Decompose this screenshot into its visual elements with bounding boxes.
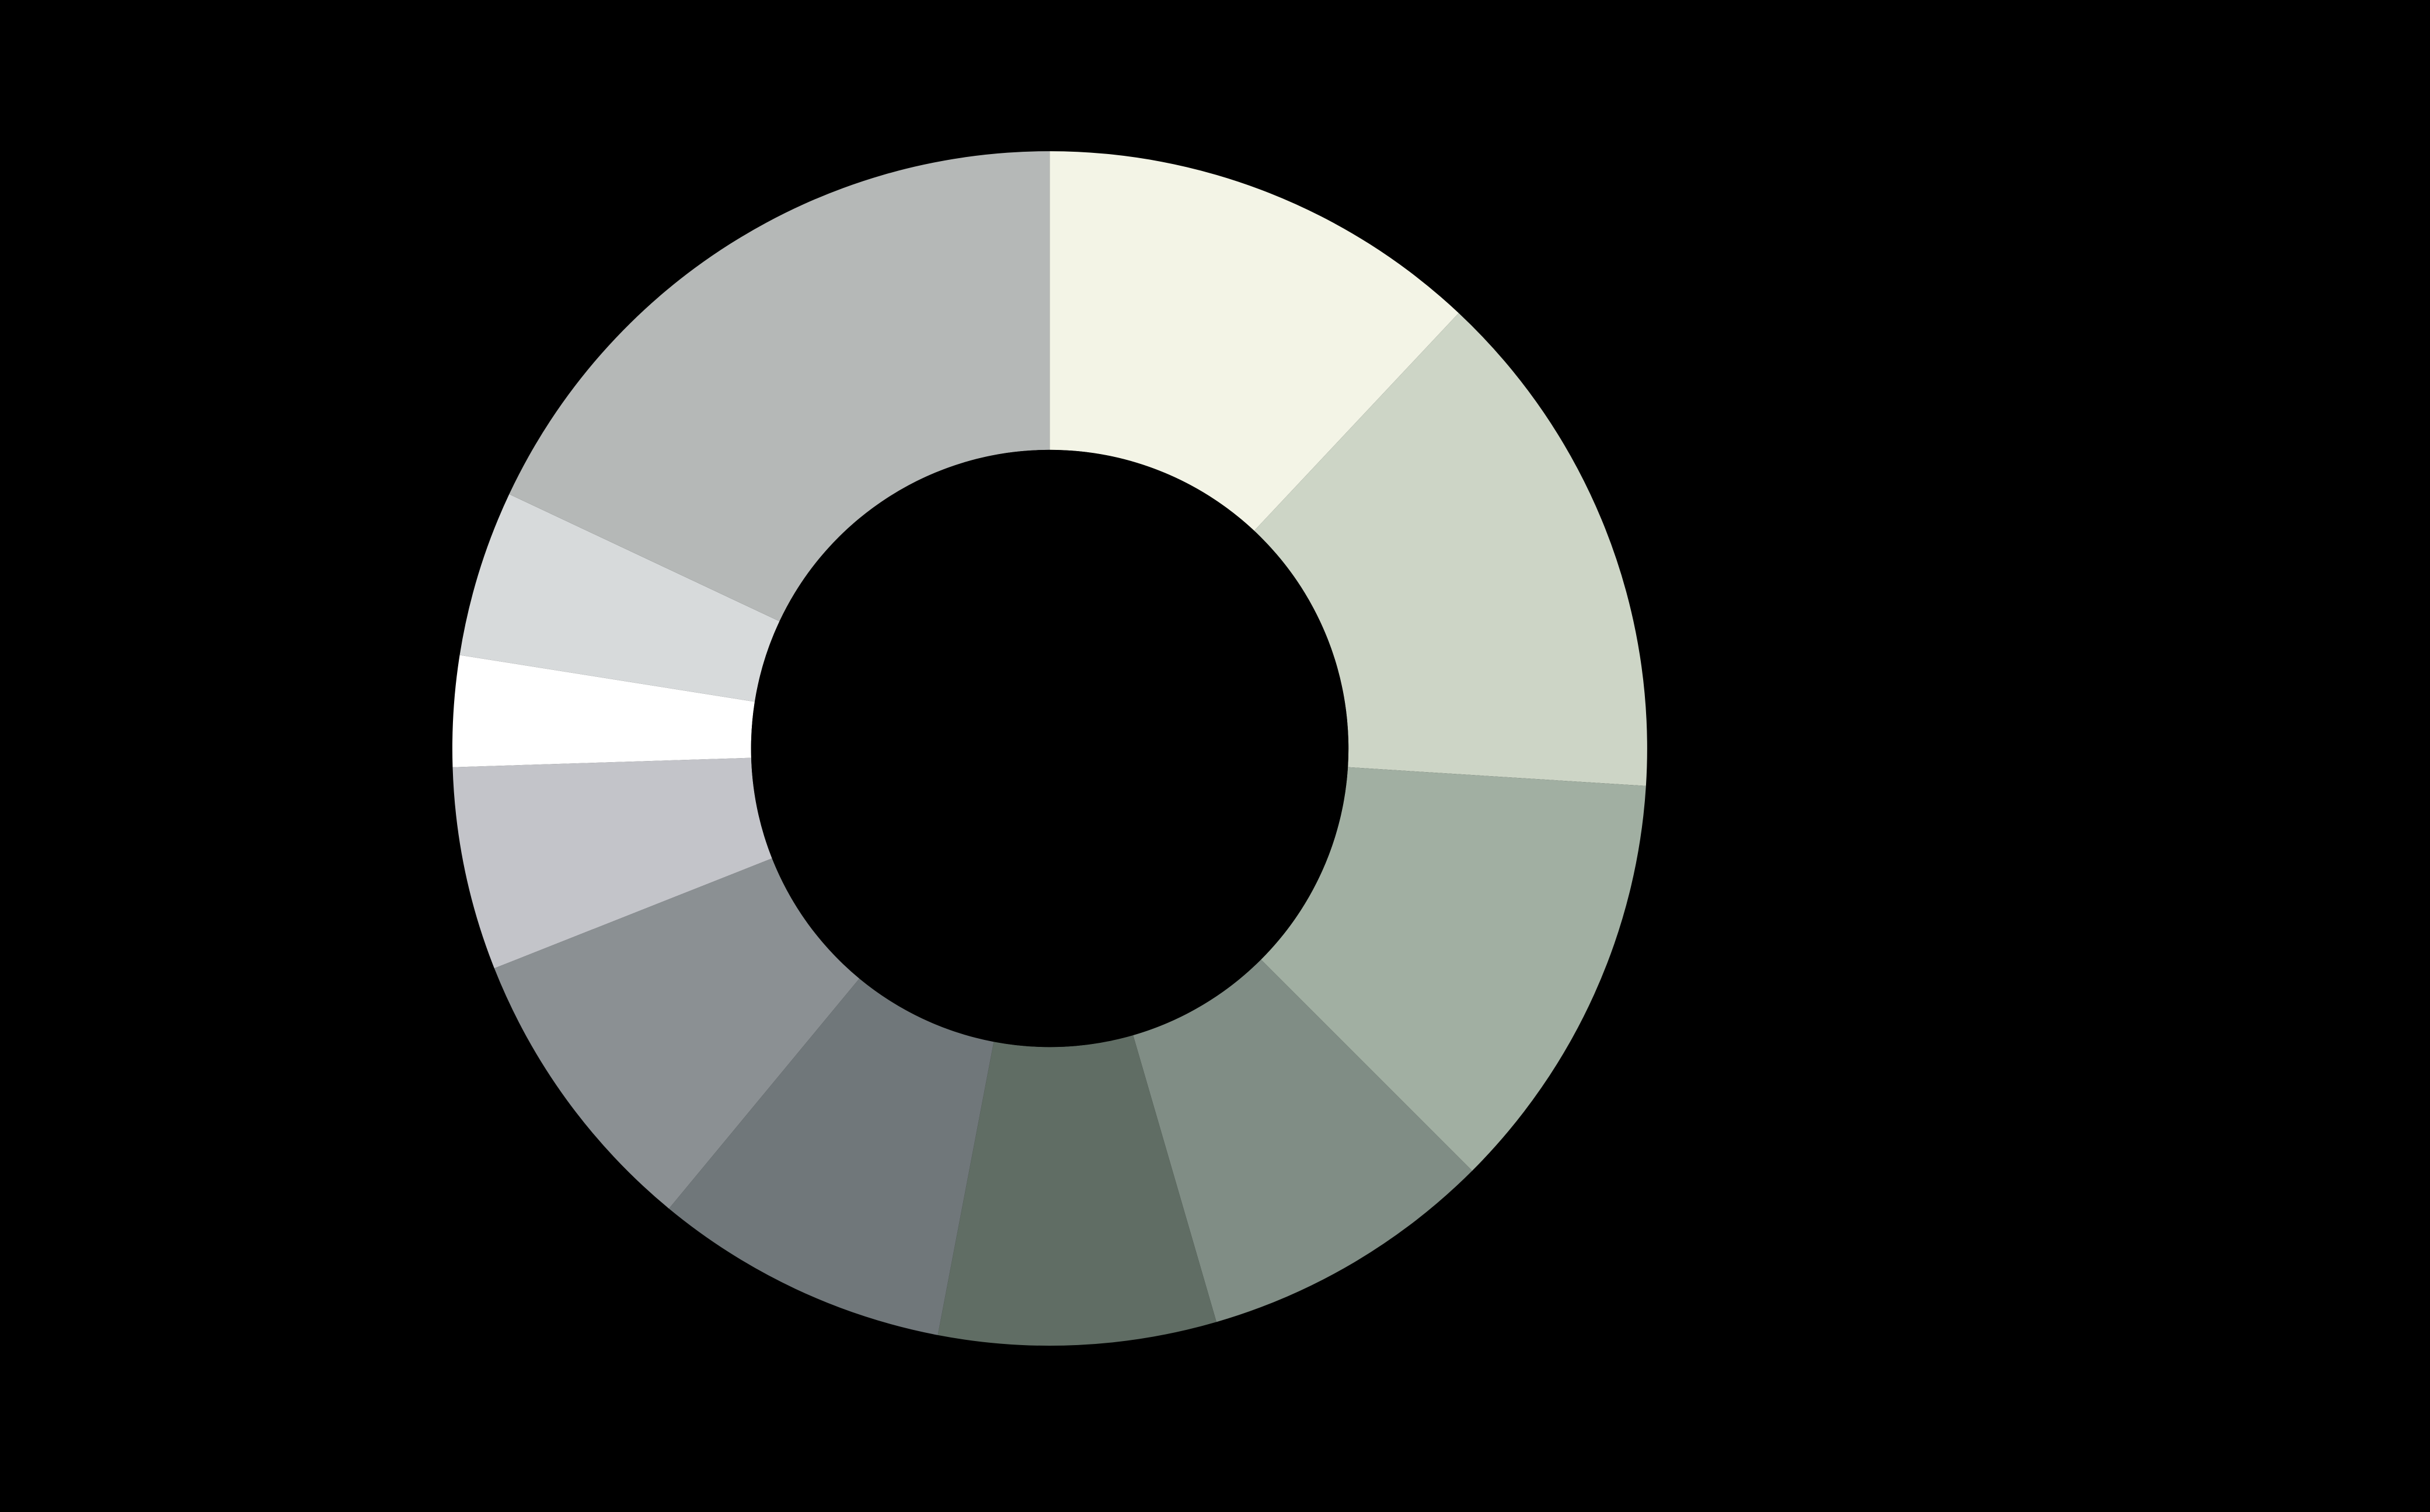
donut-svg bbox=[0, 0, 2430, 1512]
donut-hole bbox=[751, 450, 1348, 1047]
chart-stage bbox=[0, 0, 2430, 1512]
donut-chart bbox=[0, 0, 2430, 1512]
